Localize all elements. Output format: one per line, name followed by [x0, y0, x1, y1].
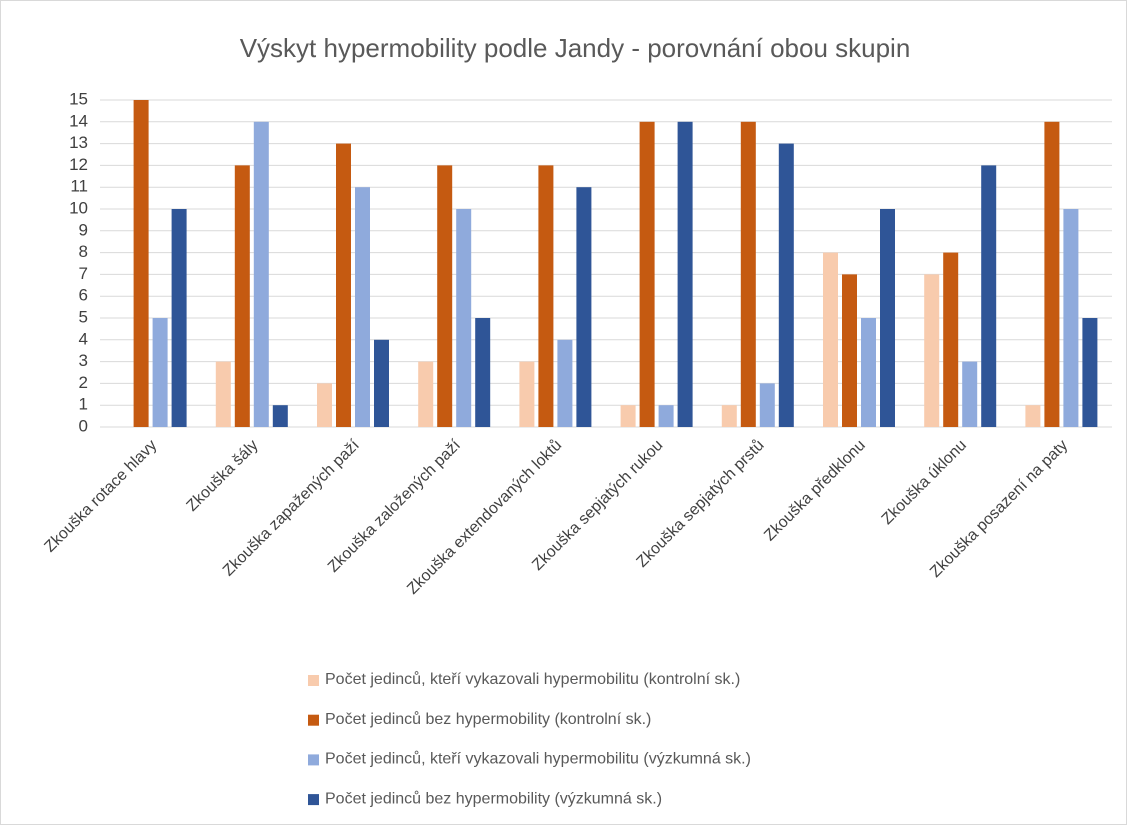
bar — [880, 209, 895, 427]
bar — [133, 100, 149, 427]
bar — [538, 165, 554, 427]
bar — [759, 383, 775, 427]
legend-label: Počet jedinců bez hypermobility (kontrol… — [325, 710, 651, 728]
y-tick-label: 7 — [79, 264, 88, 283]
bar — [981, 165, 997, 427]
legend-label: Počet jedinců, kteří vykazovali hypermob… — [325, 670, 740, 688]
bar — [1063, 209, 1079, 427]
bar — [418, 361, 434, 427]
bar — [861, 318, 876, 427]
legend-label: Počet jedinců, kteří vykazovali hypermob… — [325, 750, 751, 768]
bar — [475, 318, 491, 427]
bar — [234, 165, 250, 427]
bar — [152, 318, 168, 427]
bar — [924, 274, 940, 427]
bar — [842, 274, 857, 427]
y-tick-label: 9 — [79, 220, 88, 239]
y-tick-label: 4 — [79, 329, 88, 348]
bar — [576, 187, 592, 427]
bar — [374, 339, 389, 427]
bar — [620, 405, 636, 427]
y-tick-label: 14 — [69, 111, 88, 130]
bar — [519, 361, 535, 427]
chart-title: Výskyt hypermobility podle Jandy - porov… — [240, 33, 911, 63]
y-tick-label: 0 — [79, 416, 88, 435]
bar — [272, 405, 288, 427]
y-tick-label: 12 — [69, 155, 88, 174]
y-tick-label: 2 — [79, 373, 88, 392]
y-tick-label: 3 — [79, 351, 88, 370]
bar — [355, 187, 370, 427]
bar — [658, 405, 674, 427]
legend-label: Počet jedinců bez hypermobility (výzkumn… — [325, 789, 662, 807]
y-tick-label: 11 — [70, 177, 88, 196]
bar — [437, 165, 453, 427]
bar — [1082, 318, 1098, 427]
y-tick-label: 5 — [79, 307, 88, 326]
bar — [639, 121, 655, 428]
y-tick-label: 8 — [79, 242, 88, 261]
bar — [778, 143, 794, 427]
y-tick-label: 6 — [79, 286, 88, 305]
y-tick-label: 1 — [79, 395, 88, 414]
bar — [1044, 121, 1060, 428]
legend-swatch — [308, 714, 319, 726]
y-tick-label: 13 — [69, 133, 88, 152]
bar — [456, 209, 472, 427]
bar — [962, 361, 978, 427]
bar — [943, 252, 959, 427]
y-tick-label: 15 — [69, 89, 88, 108]
bar — [253, 121, 269, 428]
bar — [721, 405, 737, 427]
bar — [740, 121, 756, 428]
bar — [317, 383, 332, 427]
bar — [336, 143, 351, 427]
legend-swatch — [308, 794, 319, 806]
bar — [677, 121, 693, 428]
bar — [215, 361, 231, 427]
legend-swatch — [308, 754, 319, 766]
bar — [171, 209, 187, 427]
bar — [823, 252, 838, 427]
bar — [1025, 405, 1041, 427]
bar — [557, 339, 573, 427]
y-tick-label: 10 — [69, 198, 88, 217]
legend-swatch — [308, 675, 319, 686]
